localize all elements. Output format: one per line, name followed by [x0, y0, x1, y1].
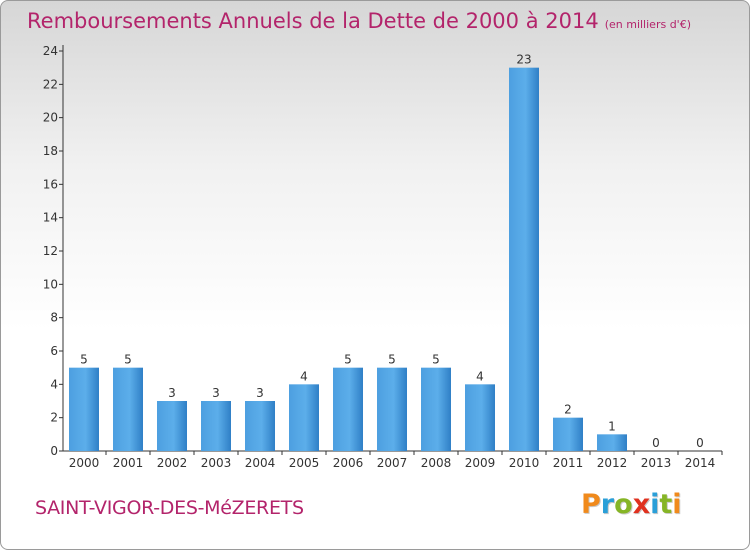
logo-letter: i: [650, 489, 660, 520]
logo-letter: r: [600, 489, 615, 520]
logo-letter: o: [614, 489, 633, 520]
commune-name: SAINT-VIGOR-DES-MéZERETS: [35, 497, 304, 519]
y-tick-label: 18: [43, 144, 58, 158]
bar: [421, 367, 451, 451]
x-tick-label: 2014: [685, 456, 716, 470]
bar: [69, 367, 99, 451]
value-label: 4: [300, 369, 308, 383]
x-tick-label: 2001: [113, 456, 144, 470]
value-label: 5: [80, 353, 88, 367]
y-tick-label: 6: [50, 344, 58, 358]
y-tick-label: 4: [50, 377, 58, 391]
bar: [289, 384, 319, 451]
bar: [245, 401, 275, 451]
value-label: 3: [256, 386, 264, 400]
y-tick-label: 10: [43, 277, 58, 291]
x-tick-label: 2004: [245, 456, 276, 470]
x-tick-label: 2011: [553, 456, 584, 470]
value-label: 23: [516, 53, 531, 67]
value-label: 0: [696, 436, 704, 450]
y-tick-label: 8: [50, 311, 58, 325]
logo-letter: t: [659, 489, 673, 520]
chart-title-text: Remboursements Annuels de la Dette de 20…: [27, 9, 599, 33]
bar: [113, 367, 143, 451]
bar: [553, 417, 583, 451]
bar: [509, 67, 539, 452]
y-tick-label: 16: [43, 177, 58, 191]
value-label: 4: [476, 369, 484, 383]
x-tick-label: 2003: [201, 456, 232, 470]
bar: [157, 401, 187, 451]
x-tick-label: 2008: [421, 456, 452, 470]
x-tick-label: 2007: [377, 456, 408, 470]
value-label: 5: [344, 353, 352, 367]
logo-letter: x: [632, 489, 651, 520]
bar: [597, 434, 627, 451]
x-tick-label: 2010: [509, 456, 540, 470]
y-tick-label: 2: [50, 411, 58, 425]
x-tick-label: 2002: [157, 456, 188, 470]
value-label: 5: [388, 353, 396, 367]
x-tick-label: 2009: [465, 456, 496, 470]
bar: [333, 367, 363, 451]
y-tick-label: 22: [43, 77, 58, 91]
value-label: 5: [432, 353, 440, 367]
proxiti-logo: Proxiti: [581, 489, 682, 520]
unit-note: (en milliers d'€): [604, 18, 691, 31]
bar: [465, 384, 495, 451]
y-tick-label: 24: [43, 44, 58, 58]
value-label: 0: [652, 436, 660, 450]
x-tick-label: 2012: [597, 456, 628, 470]
chart-title: Remboursements Annuels de la Dette de 20…: [27, 9, 691, 33]
bar: [377, 367, 407, 451]
logo-letter: P: [581, 489, 601, 520]
x-tick-label: 2006: [333, 456, 364, 470]
x-tick-label: 2005: [289, 456, 320, 470]
value-label: 3: [212, 386, 220, 400]
y-tick-label: 0: [50, 444, 58, 458]
x-tick-label: 2013: [641, 456, 672, 470]
value-label: 3: [168, 386, 176, 400]
y-tick-label: 12: [43, 244, 58, 258]
value-label: 5: [124, 353, 132, 367]
value-label: 2: [564, 403, 572, 417]
y-tick-label: 20: [43, 111, 58, 125]
y-tick-label: 14: [43, 211, 58, 225]
value-label: 1: [608, 419, 616, 433]
logo-letter: i: [672, 489, 682, 520]
x-tick-label: 2000: [69, 456, 100, 470]
bar: [201, 401, 231, 451]
